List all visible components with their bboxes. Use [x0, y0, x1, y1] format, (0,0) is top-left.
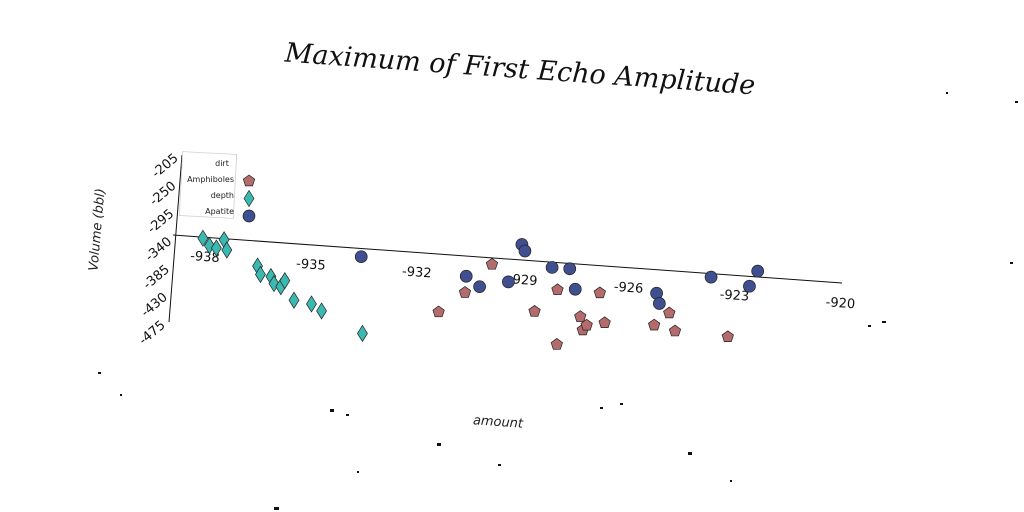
x-tick-label: -926 [613, 280, 643, 297]
depth-point [279, 272, 291, 290]
y-tick-label: -250 [147, 179, 179, 209]
depth-point [197, 229, 209, 247]
x-tick-label: -929 [507, 272, 537, 289]
amphiboles-point [574, 310, 587, 322]
y-tick-label: -385 [141, 262, 173, 292]
apatite-point [563, 262, 577, 276]
apatite-point [704, 270, 718, 284]
depth-point [221, 241, 233, 259]
amphiboles-point [550, 338, 563, 350]
x-tick-label: -935 [296, 257, 326, 274]
y-tick-label: -340 [143, 234, 175, 264]
apatite-point [653, 297, 666, 310]
y-axis-label: Volume (bbl) [86, 188, 108, 272]
y-tick-label: -295 [145, 207, 177, 237]
amphiboles-point [721, 330, 734, 343]
x-axis-line [172, 234, 843, 284]
depth-point [255, 265, 266, 284]
depth-point [288, 291, 300, 309]
legend-marker-apatite [242, 209, 256, 223]
amphiboles-point [593, 286, 606, 299]
y-tick-label: -205 [149, 151, 181, 181]
legend-box [178, 151, 238, 219]
apatite-point [568, 282, 582, 296]
y-axis-line [168, 154, 183, 323]
chart-title: Maximum of First Echo Amplitude [283, 38, 756, 102]
legend-label-apatite: Apatite [205, 207, 234, 216]
amphiboles-point [668, 324, 682, 337]
apatite-point [518, 244, 532, 258]
amphiboles-point [528, 304, 541, 317]
x-tick-label: -923 [719, 288, 749, 305]
speckle-noise [98, 92, 1018, 510]
data-points [197, 229, 765, 350]
x-axis-label: amount [472, 413, 524, 432]
legend-entries: Amphiboles depth Apatite [187, 174, 256, 223]
apatite-point [459, 269, 473, 283]
legend-label-depth: depth [211, 191, 234, 200]
depth-point [306, 295, 317, 313]
depth-point [204, 236, 215, 255]
amphiboles-point [432, 305, 445, 318]
legend-label-amphiboles: Amphiboles [187, 175, 234, 184]
apatite-point [743, 279, 756, 293]
legend-title: dirt [215, 159, 229, 168]
amphiboles-point [458, 286, 472, 298]
x-tick-label: -920 [825, 295, 855, 312]
depth-point [316, 302, 327, 320]
amphiboles-point [598, 316, 611, 329]
amphiboles-point [485, 257, 499, 270]
x-tick-label: -938 [190, 249, 220, 266]
amphiboles-point [551, 283, 564, 296]
amphiboles-point [580, 318, 593, 331]
x-tick-label: -932 [402, 264, 432, 281]
legend-marker-amphiboles [242, 174, 256, 187]
y-tick-label: -430 [138, 290, 170, 320]
apatite-point [473, 280, 486, 294]
depth-point [210, 239, 222, 257]
legend-marker-depth [243, 189, 255, 208]
y-tick-label: -475 [136, 318, 168, 348]
legend: dirt Amphiboles depth Apatite [178, 151, 256, 223]
apatite-point [545, 261, 559, 274]
amphiboles-point [663, 306, 676, 319]
depth-point [357, 324, 368, 343]
apatite-point [354, 250, 368, 264]
axes [168, 154, 843, 323]
x-ticks: -938 -935 -932 -929 -926 -923 -920 [190, 249, 856, 312]
amphiboles-point [648, 318, 661, 331]
apatite-point [502, 275, 515, 289]
apatite-point [751, 264, 765, 278]
